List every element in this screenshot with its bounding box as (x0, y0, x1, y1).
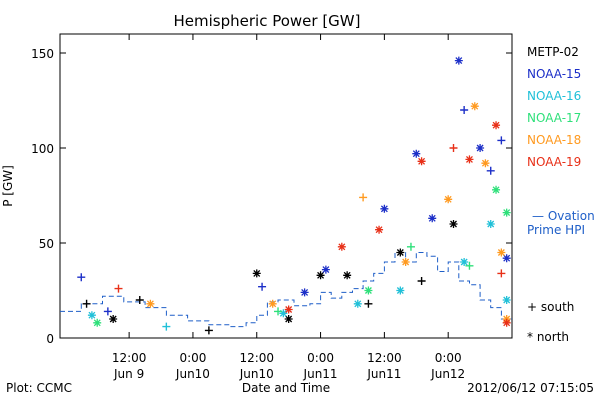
north-marker (284, 305, 293, 314)
x-tick-label-time: 12:00 (367, 351, 402, 365)
north-marker (343, 271, 352, 280)
north-marker (492, 185, 501, 194)
north-marker (465, 155, 474, 164)
x-tick-label-date: Jun 9 (113, 367, 144, 381)
north-marker (87, 311, 96, 320)
south-marker (114, 284, 123, 293)
satellite-points (77, 56, 511, 335)
north-marker (412, 149, 421, 158)
south-marker (274, 307, 283, 316)
south-marker (204, 326, 213, 335)
north-marker (428, 214, 437, 223)
south-marker (77, 273, 86, 282)
plot-source: Plot: CCMC (6, 381, 72, 395)
ovation-series (60, 252, 512, 328)
legend-noaa-15: NOAA-15 (527, 67, 581, 81)
legend-noaa-18: NOAA-18 (527, 133, 581, 147)
y-tick-label: 100 (31, 142, 54, 156)
south-marker (364, 299, 373, 308)
y-tick-label: 150 (31, 47, 54, 61)
x-tick-label-date: Jun10 (239, 367, 274, 381)
north-marker (497, 248, 506, 257)
south-marker (465, 261, 474, 270)
north-marker (401, 258, 410, 266)
south-marker (497, 269, 506, 278)
y-tick-label: 0 (46, 332, 54, 346)
south-marker (497, 136, 506, 145)
south-marker (460, 106, 469, 114)
legend: METP-02 NOAA-15 NOAA-16 NOAA-17 NOAA-18 NOAA-… (527, 45, 581, 169)
x-tick-label-date: Jun10 (175, 367, 210, 381)
north-marker (492, 121, 501, 130)
north-marker (109, 315, 118, 323)
x-tick-label-date: Jun11 (303, 367, 338, 381)
x-tick-label-date: Jun12 (430, 367, 465, 381)
south-marker (103, 307, 112, 316)
y-axis-label: P [GW] (1, 165, 15, 207)
north-marker (449, 220, 458, 228)
north-marker (502, 208, 511, 217)
x-tick-label-time: 0:00 (435, 351, 462, 365)
marker-legend-north: * north (527, 330, 569, 344)
legend-noaa-16: NOAA-16 (527, 89, 581, 103)
x-tick-label-date: Jun11 (366, 367, 401, 381)
north-marker (364, 286, 373, 295)
north-marker (454, 56, 463, 65)
north-marker (476, 144, 485, 152)
south-marker (486, 166, 495, 175)
plot-timestamp: 2012/06/12 07:15:05 (467, 381, 594, 395)
axes: 0 50 100 150 12:00 Jun 9 0:00 Jun10 12:00 Jun10 0:… (31, 34, 512, 381)
marker-legend: + south * north (527, 300, 574, 344)
north-marker (417, 157, 426, 166)
north-marker (502, 296, 511, 304)
south-marker (258, 282, 267, 291)
north-marker (460, 258, 469, 266)
north-marker (146, 299, 155, 308)
north-marker (502, 254, 511, 263)
legend-noaa-19: NOAA-19 (527, 155, 581, 169)
x-tick-label-time: 0:00 (307, 351, 334, 365)
north-marker (470, 102, 479, 111)
north-marker (316, 271, 325, 280)
south-marker (359, 193, 368, 202)
north-marker (380, 204, 389, 213)
plot-frame (59, 33, 513, 339)
south-marker (135, 296, 144, 304)
north-marker (252, 269, 261, 278)
south-marker (162, 322, 171, 331)
ovation-legend-line2: Prime HPI (527, 223, 585, 237)
north-marker (321, 265, 330, 274)
x-tick-label-time: 0:00 (179, 351, 206, 365)
north-marker (396, 286, 405, 295)
chart-title: Hemispheric Power [GW] (174, 12, 361, 30)
north-marker (375, 225, 384, 234)
north-marker (284, 315, 293, 323)
south-marker (406, 242, 415, 251)
north-marker (93, 318, 102, 327)
legend-metp-02: METP-02 (527, 45, 579, 59)
x-axis-label: Date and Time (242, 381, 330, 395)
legend-noaa-17: NOAA-17 (527, 111, 581, 125)
north-marker (279, 309, 288, 318)
north-marker (502, 318, 511, 327)
south-marker (417, 277, 426, 285)
south-marker (82, 299, 91, 308)
ovation-line (60, 252, 512, 328)
north-marker (444, 195, 453, 204)
north-marker (300, 288, 309, 297)
south-marker (449, 144, 458, 152)
x-tick-label-time: 12:00 (239, 351, 274, 365)
ovation-legend-line1: — Ovation (532, 209, 595, 223)
north-marker (396, 248, 405, 257)
north-marker (268, 299, 277, 308)
x-tick-label-time: 12:00 (112, 351, 147, 365)
y-tick-label: 50 (39, 237, 54, 251)
north-marker (353, 299, 362, 308)
north-marker (486, 220, 495, 228)
north-marker (337, 242, 346, 251)
marker-legend-south: + south (527, 300, 574, 314)
north-marker (481, 159, 490, 168)
